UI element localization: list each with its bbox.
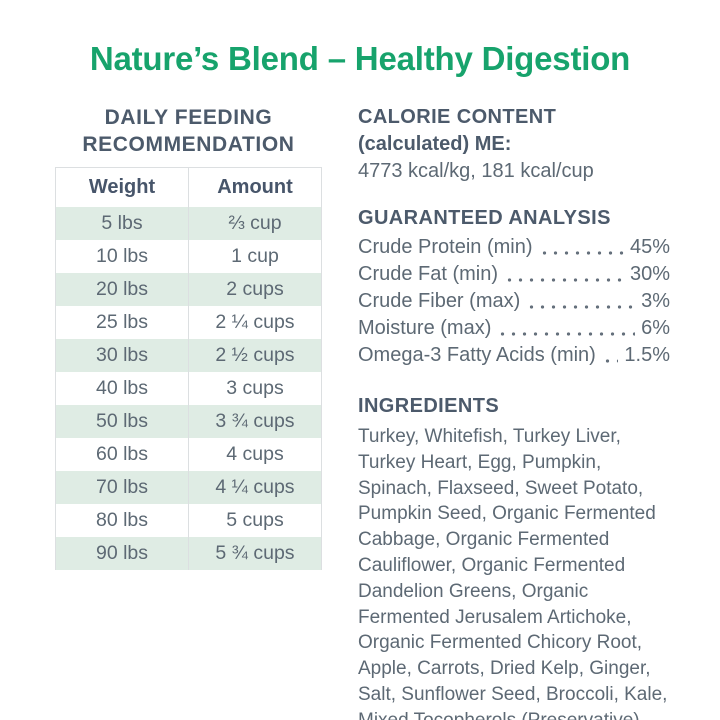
table-row: 90 lbs 5 ¾ cups [55,537,322,570]
analysis-rows: Crude Protein (min) 45% Crude Fat (min) … [358,234,670,369]
weight-cell: 80 lbs [55,504,189,537]
page-title: Nature’s Blend – Healthy Digestion [89,40,631,77]
analysis-row: Omega-3 Fatty Acids (min) 1.5% [358,342,670,369]
analysis-row: Crude Protein (min) 45% [358,234,670,261]
ingredients-section: INGREDIENTS Turkey, Whitefish, Turkey Li… [358,393,670,720]
feeding-section: DAILY FEEDING RECOMMENDATION Weight Amou… [55,104,322,570]
table-row: 80 lbs 5 cups [55,504,322,537]
table-row: 30 lbs 2 ½ cups [55,339,322,372]
analysis-row: Moisture (max) 6% [358,315,670,342]
table-header-row: Weight Amount [55,167,322,207]
feeding-table: Weight Amount 5 lbs ⅔ cup 10 lbs 1 cup 2… [55,167,322,570]
table-row: 50 lbs 3 ¾ cups [55,405,322,438]
weight-cell: 20 lbs [55,273,189,306]
table-row: 70 lbs 4 ¼ cups [55,471,322,504]
ingredients-text: Turkey, Whitefish, Turkey Liver, Turkey … [358,426,668,720]
weight-cell: 50 lbs [55,405,189,438]
calorie-subheading: (calculated) ME: [358,133,512,155]
analysis-label: Moisture (max) [358,317,492,339]
feeding-heading-line2: RECOMMENDATION [82,133,295,156]
amount-cell: 2 cups [226,278,284,300]
ingredients-heading: INGREDIENTS [358,395,500,417]
weight-cell: 25 lbs [55,306,189,339]
table-row: 20 lbs 2 cups [55,273,322,306]
table-row: 40 lbs 3 cups [55,372,322,405]
amount-cell: 5 ¾ cups [215,542,295,564]
table-row: 25 lbs 2 ¼ cups [55,306,322,339]
amount-cell: 4 cups [226,443,284,465]
amount-cell: 1 cup [231,245,279,267]
analysis-row: Crude Fat (min) 30% [358,261,670,288]
analysis-value: 45% [629,236,670,258]
dotted-leader [497,332,636,336]
amount-cell: 4 ¼ cups [215,476,295,498]
calorie-section: CALORIE CONTENT (calculated) ME: 4773 kc… [358,104,670,185]
amount-cell: ⅔ cup [228,212,282,234]
analysis-value: 3% [641,290,670,312]
analysis-value: 6% [641,317,670,339]
dotted-leader [538,251,624,255]
dotted-leader [504,278,624,282]
table-header-weight: Weight [55,167,189,207]
analysis-section: GUARANTEED ANALYSIS Crude Protein (min) … [358,205,670,369]
analysis-label: Crude Fiber (max) [358,290,521,312]
amount-cell: 2 ¼ cups [215,311,295,333]
dotted-leader [526,305,636,309]
amount-cell: 5 cups [226,509,284,531]
calorie-value: 4773 kcal/kg, 181 kcal/cup [358,160,594,182]
weight-cell: 5 lbs [55,207,189,240]
amount-cell: 3 ¾ cups [215,410,295,432]
calorie-heading: CALORIE CONTENT [358,106,557,128]
weight-cell: 10 lbs [55,240,189,273]
amount-cell: 2 ½ cups [215,344,295,366]
table-row: 10 lbs 1 cup [55,240,322,273]
analysis-label: Crude Protein (min) [358,236,533,258]
table-row: 5 lbs ⅔ cup [55,207,322,240]
table-header-amount: Amount [188,167,322,207]
analysis-label: Crude Fat (min) [358,263,499,285]
table-row: 60 lbs 4 cups [55,438,322,471]
weight-cell: 90 lbs [55,537,189,570]
analysis-heading: GUARANTEED ANALYSIS [358,207,611,229]
analysis-value: 30% [629,263,670,285]
analysis-row: Crude Fiber (max) 3% [358,288,670,315]
weight-cell: 60 lbs [55,438,189,471]
info-column: CALORIE CONTENT (calculated) ME: 4773 kc… [358,104,670,720]
weight-cell: 40 lbs [55,372,189,405]
feeding-heading: DAILY FEEDING RECOMMENDATION [55,104,322,158]
analysis-label: Omega-3 Fatty Acids (min) [358,344,596,366]
weight-cell: 70 lbs [55,471,189,504]
feeding-heading-line1: DAILY FEEDING [104,106,273,129]
amount-cell: 3 cups [226,377,284,399]
dotted-leader [601,359,619,363]
analysis-value: 1.5% [624,344,670,366]
weight-cell: 30 lbs [55,339,189,372]
